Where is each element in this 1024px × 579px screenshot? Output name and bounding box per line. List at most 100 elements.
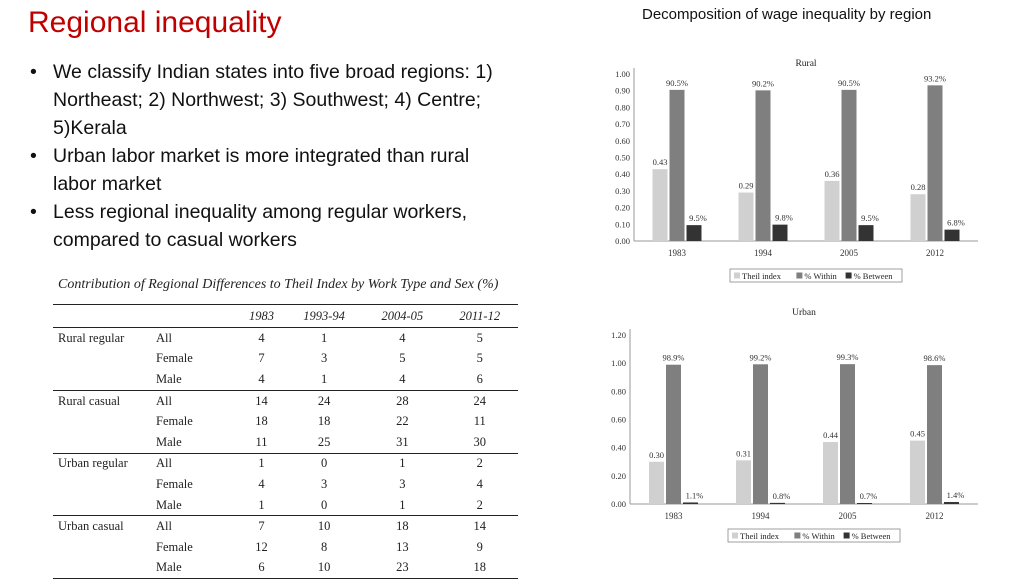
table-row: Rural regular All 4 1 4 5 (53, 328, 518, 349)
legend-swatch (843, 532, 850, 539)
data-label: 9.5% (861, 213, 879, 223)
table-cell: 28 (396, 393, 409, 408)
y-tick-label: 0.50 (615, 153, 630, 163)
data-label: 98.9% (663, 353, 685, 363)
table-cell: 18 (441, 557, 518, 579)
data-label: 93.2% (924, 73, 946, 83)
bar (927, 85, 943, 241)
table-cell: 13 (396, 539, 409, 554)
row-label: Female (156, 351, 193, 366)
bar (824, 180, 840, 241)
table-cell: 12 (255, 539, 268, 554)
bar (736, 460, 751, 504)
data-label: 99.2% (750, 352, 772, 362)
legend-box (729, 268, 903, 283)
legend-label: % Between (852, 531, 892, 541)
table-col-header: 2004-05 (381, 308, 424, 323)
table-row: Male 6 10 23 18 (53, 557, 518, 579)
bullet-item: Urban labor market is more integrated th… (28, 142, 498, 198)
legend-swatch (794, 532, 801, 539)
data-label: 0.44 (823, 430, 839, 440)
bar (770, 502, 785, 504)
urban-chart: Urban 0.00 0.20 0.40 0.60 0.80 1.00 1.20 0.30 98.… (596, 302, 996, 546)
y-tick-label: 0.90 (615, 86, 630, 96)
row-label: Male (156, 494, 238, 517)
table-row: Male 11 25 31 30 (53, 431, 518, 454)
table-cell: 8 (320, 539, 328, 554)
data-label: 9.8% (775, 213, 793, 223)
table-cell: 0 (320, 456, 328, 471)
y-tick-label: 1.20 (611, 330, 626, 340)
data-label: 0.29 (739, 181, 754, 191)
rural-chart: Rural 0.00 0.10 0.20 0.30 0.40 0.50 0.60 0.70 0.8… (596, 54, 996, 286)
y-tick-label: 0.40 (615, 169, 630, 179)
table-cell: 31 (363, 431, 442, 454)
table-cell: 30 (441, 431, 518, 454)
legend-swatch (732, 532, 738, 539)
table-cell: 0 (284, 494, 364, 517)
table-cell: 1 (363, 494, 442, 517)
bullet-item: Less regional inequality among regular w… (28, 198, 498, 254)
bar (910, 194, 926, 241)
table-row: Male 4 1 4 6 (53, 369, 518, 391)
data-label: 0.28 (911, 182, 926, 192)
table-row: Female 12 8 13 9 (53, 537, 518, 558)
table-cell: 1 (284, 369, 364, 391)
group-label: Urban casual (58, 519, 124, 534)
data-label: 0.36 (825, 169, 840, 179)
data-label: 0.45 (910, 429, 925, 439)
data-label: 0.7% (860, 491, 878, 501)
legend-label: Theil index (740, 531, 780, 541)
data-label: 99.3% (837, 352, 859, 362)
table-row: Male 1 0 1 2 (53, 494, 518, 517)
table-cell: 5 (476, 330, 483, 345)
table-cell: 6 (441, 369, 518, 391)
y-tick-label: 0.00 (611, 499, 626, 509)
table-cell: 10 (284, 557, 364, 579)
table-cell: 5 (399, 351, 406, 366)
row-label: Female (156, 476, 193, 491)
data-label: 90.2% (752, 78, 774, 88)
table-row: Urban regular All 1 0 1 2 (53, 453, 518, 474)
table-cell: 6 (238, 557, 285, 579)
table-col-header: 2011-12 (459, 308, 501, 323)
row-label: All (156, 393, 172, 408)
x-tick-label: 2012 (926, 248, 944, 258)
chart-title: Rural (795, 59, 816, 69)
y-tick-label: 0.70 (615, 119, 630, 129)
bar (669, 89, 685, 241)
bar (666, 364, 681, 504)
table-cell: 3 (320, 476, 328, 491)
table-cell: 4 (399, 330, 406, 345)
y-tick-label: 0.60 (615, 136, 630, 146)
y-tick-label: 0.10 (615, 219, 630, 229)
y-tick-label: 0.20 (615, 203, 630, 213)
chart-title: Urban (792, 308, 816, 318)
table-cell: 3 (399, 476, 406, 491)
bar (910, 440, 925, 504)
slide-title: Regional inequality (28, 6, 282, 39)
table-header-blank (156, 305, 238, 328)
legend-label: % Within (802, 531, 835, 541)
x-tick-label: 1983 (668, 248, 687, 258)
bar (772, 224, 788, 241)
data-label: 0.43 (653, 157, 668, 167)
y-tick-label: 0.60 (611, 415, 626, 425)
bar (840, 364, 855, 504)
table-cell: 1 (399, 456, 406, 471)
y-tick-label: 0.20 (611, 471, 626, 481)
header-right: Decomposition of wage inequality by regi… (642, 6, 932, 23)
table-cell: 3 (320, 351, 328, 366)
table-cell: 2 (476, 456, 483, 471)
table-caption: Contribution of Regional Differences to … (58, 277, 499, 292)
legend-swatch (734, 272, 740, 279)
bar (944, 229, 960, 241)
data-label: 0.31 (736, 448, 751, 458)
legend-box (727, 528, 901, 543)
table-cell: 14 (255, 393, 268, 408)
row-label: Male (156, 557, 238, 579)
row-label: Male (156, 369, 238, 391)
legend-label: % Within (804, 271, 837, 281)
table-cell: 4 (258, 330, 265, 345)
urban-chart-svg: Urban 0.00 0.20 0.40 0.60 0.80 1.00 1.20 0.30 98.… (611, 308, 978, 543)
